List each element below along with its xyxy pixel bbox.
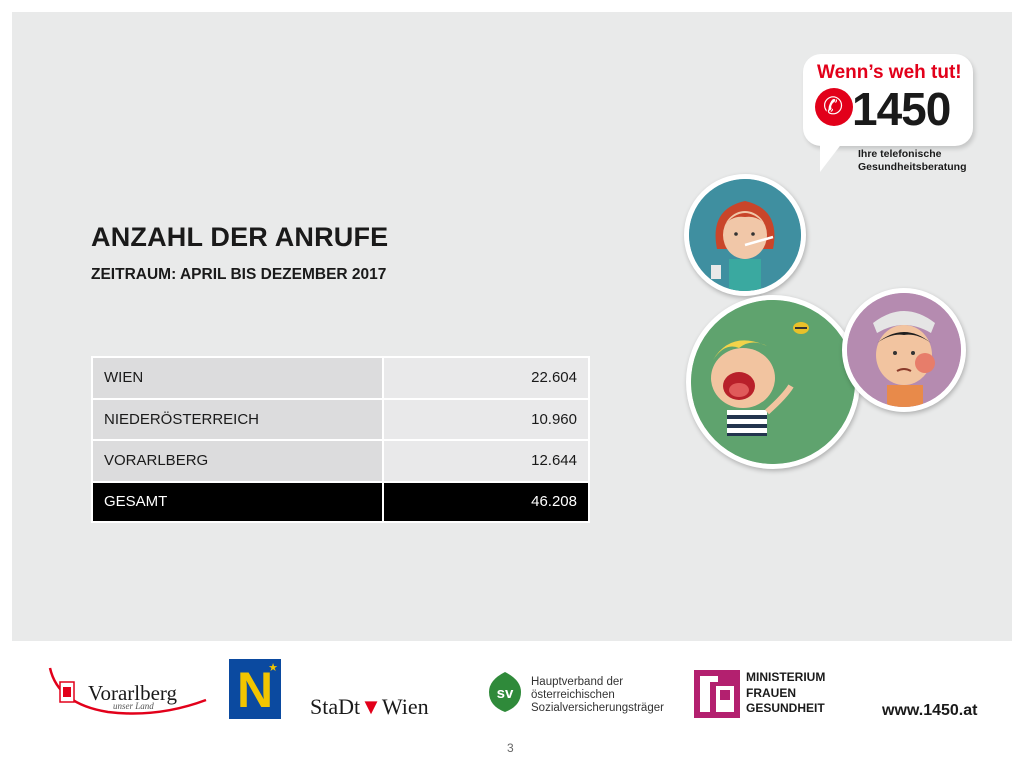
vorarlberg-logo [48,667,207,715]
website-url[interactable]: www.1450.at [882,702,978,719]
vorarlberg-name: Vorarlberg [88,681,178,705]
sick-girl-thermometer-illustration [684,174,806,296]
ministry-line2: FRAUEN [746,685,796,700]
wien-shield-icon: ▼ [360,694,382,719]
wien-part1: StaDt [310,694,361,719]
table-row: WIEN 22.604 [91,356,590,400]
total-value: 46.208 [382,480,590,523]
sv-line3: Sozialversicherungsträger [531,702,664,714]
ministry-line1: MINISTERIUM [746,670,826,684]
table-row: VORARLBERG 12.644 [91,439,590,483]
brand-tagline-line2: Gesundheitsberatung [858,161,967,173]
total-label: GESAMT [91,480,384,523]
sv-logo: sv [489,672,521,712]
sv-name: Hauptverband der österreichischen Sozial… [531,676,664,715]
slide-subtitle: ZEITRAUM: APRIL BIS DEZEMBER 2017 [91,266,387,283]
bubble-tail [820,138,846,172]
ministry-name: MINISTERIUM FRAUEN GESUNDHEIT [746,670,825,717]
row-label: VORARLBERG [91,439,384,483]
phone-icon: ✆ [815,88,853,126]
sv-line2: österreichischen [531,689,615,701]
page-number: 3 [507,741,514,755]
ministry-line3: GESUNDHEIT [746,701,825,715]
star-icon: ★ [268,662,278,674]
sv-badge-text: sv [497,685,514,702]
row-label: NIEDERÖSTERREICH [91,397,384,441]
brand-tagline-line1: Ihre telefonische [858,148,942,160]
crying-boy-bee-sting-illustration [686,295,860,469]
ministry-logo [694,670,740,718]
noe-letter: N [237,662,274,718]
table-row: NIEDERÖSTERREICH 10.960 [91,397,590,441]
row-value: 22.604 [382,356,590,400]
slide-title: ANZAHL DER ANRUFE [91,222,389,252]
wien-part2: Wien [381,694,429,719]
row-value: 10.960 [382,397,590,441]
table-total-row: GESAMT 46.208 [91,480,590,523]
niederoesterreich-logo: N ★ [229,659,281,719]
brand-tagline: Ihre telefonische Gesundheitsberatung [858,148,967,174]
sv-line1: Hauptverband der [531,676,624,688]
calls-table: WIEN 22.604 NIEDERÖSTERREICH 10.960 VORA… [91,356,590,523]
row-label: WIEN [91,356,384,400]
vorarlberg-tagline: unser Land [113,701,154,711]
girl-toothache-illustration [842,288,966,412]
stadt-wien-logo: StaDt▼Wien [310,694,429,720]
brand-headline: Wenn’s weh tut! [817,62,962,83]
brand-number: 1450 [852,83,951,135]
row-value: 12.644 [382,439,590,483]
